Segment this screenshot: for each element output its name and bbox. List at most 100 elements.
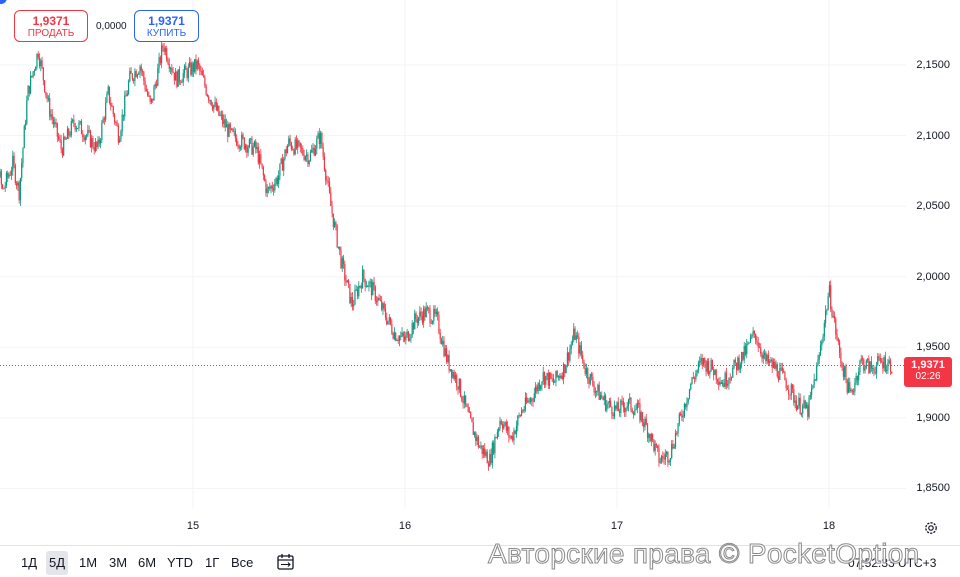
candle — [372, 279, 374, 296]
candle — [135, 69, 137, 78]
candle — [877, 353, 879, 367]
candle — [356, 286, 359, 300]
price-axis[interactable]: 2,1500 2,1000 2,0500 2,0000 1,9500 1,9000 1,85… — [906, 0, 960, 508]
candle — [730, 376, 733, 382]
candle — [568, 352, 570, 367]
candle — [869, 360, 871, 374]
candle — [270, 184, 272, 194]
price-chart[interactable] — [0, 0, 906, 508]
candle — [592, 372, 594, 387]
candle — [233, 126, 235, 136]
candle — [618, 408, 621, 417]
range-button[interactable]: 1Г — [205, 555, 220, 570]
candle — [164, 46, 167, 56]
candle — [266, 184, 268, 198]
candle — [281, 154, 284, 171]
range-button[interactable]: 1Д — [21, 555, 38, 570]
candle — [649, 433, 651, 443]
candle — [389, 317, 392, 326]
candle — [97, 136, 99, 149]
candle — [116, 119, 118, 127]
candle — [384, 303, 387, 321]
candle — [262, 165, 264, 181]
candle — [475, 431, 477, 447]
candle — [781, 362, 783, 374]
x-tick-label: 18 — [822, 520, 836, 532]
candle — [802, 403, 804, 418]
candle — [854, 377, 856, 396]
candle — [613, 400, 616, 420]
candle — [604, 393, 607, 412]
range-button[interactable]: 1М — [79, 555, 98, 570]
candle — [743, 342, 745, 364]
candle — [411, 320, 413, 338]
candle — [634, 405, 636, 416]
candle — [300, 143, 303, 154]
candle — [733, 359, 735, 370]
candle — [739, 362, 741, 374]
candle — [738, 354, 740, 373]
range-button[interactable]: 3М — [109, 555, 128, 570]
candle — [761, 352, 763, 363]
candle — [59, 134, 61, 143]
sell-button[interactable]: 1,9371 ПРОДАТЬ — [14, 10, 88, 42]
candle — [780, 362, 782, 372]
candle — [697, 360, 700, 374]
candle — [542, 366, 544, 385]
buy-button[interactable]: 1,9371 КУПИТЬ — [134, 10, 199, 42]
candle — [368, 280, 370, 292]
calendar-range-icon[interactable] — [276, 552, 296, 572]
candle — [702, 357, 705, 367]
candle — [346, 280, 348, 283]
candle — [559, 373, 561, 381]
range-button[interactable]: 6М — [138, 555, 157, 570]
candle — [809, 391, 811, 401]
y-tick-label: 2,1000 — [916, 129, 950, 142]
candle — [690, 382, 692, 391]
candle — [490, 448, 492, 466]
candle — [55, 118, 57, 128]
candle — [209, 99, 211, 105]
candlestick-plot[interactable] — [0, 0, 906, 508]
gear-icon[interactable] — [924, 521, 938, 535]
candle — [258, 150, 261, 169]
candle — [473, 431, 476, 438]
candle — [383, 301, 385, 312]
candle — [101, 120, 103, 144]
candle — [655, 443, 658, 449]
candle — [509, 434, 511, 440]
candle — [715, 368, 717, 385]
candle — [669, 457, 672, 466]
candle — [677, 422, 679, 437]
candle — [522, 408, 524, 414]
candle — [250, 137, 252, 145]
range-button[interactable]: Все — [231, 555, 254, 570]
candle — [320, 130, 322, 149]
candle — [386, 312, 388, 326]
candle — [313, 144, 315, 157]
candle — [423, 305, 425, 328]
candle — [274, 178, 276, 193]
candle — [334, 218, 336, 228]
candle — [5, 171, 8, 189]
candle — [855, 372, 857, 385]
candle — [742, 351, 744, 362]
candle — [510, 435, 513, 440]
candle — [453, 369, 455, 381]
candle — [237, 140, 239, 150]
candle — [505, 419, 507, 433]
candle — [482, 444, 485, 458]
candle — [84, 134, 86, 145]
candle — [688, 388, 691, 400]
candle — [711, 359, 713, 371]
candle — [540, 384, 542, 392]
candle — [638, 400, 640, 408]
utc-clock[interactable]: 07:52:33 UTC+3 — [848, 556, 937, 570]
candle — [785, 377, 787, 392]
candle — [23, 124, 25, 149]
range-button[interactable]: 5Д — [46, 551, 69, 575]
candle — [860, 354, 862, 364]
candle — [835, 317, 837, 340]
candle — [331, 200, 333, 218]
range-button[interactable]: YTD — [167, 555, 193, 570]
